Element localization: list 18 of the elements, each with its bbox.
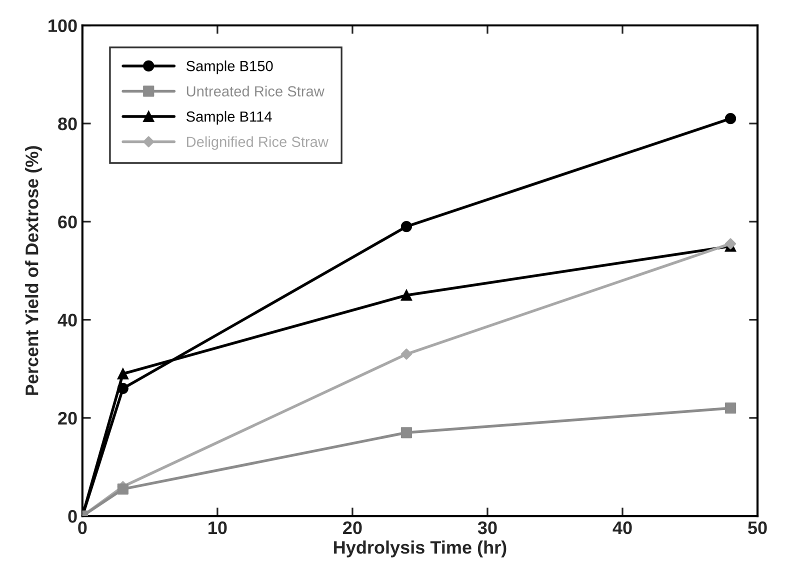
x-tick-label: 0 bbox=[78, 521, 87, 534]
x-tick-label: 40 bbox=[612, 521, 632, 534]
y-tick-label: 60 bbox=[58, 216, 77, 228]
x-axis-title: Hydrolysis Time (hr) bbox=[334, 540, 506, 558]
legend-label: Untreated Rice Straw bbox=[186, 86, 324, 96]
y-tick-label: 40 bbox=[58, 314, 77, 327]
x-tick-label: 30 bbox=[478, 521, 497, 534]
y-tick-label: 20 bbox=[58, 412, 77, 425]
x-tick-label: 20 bbox=[343, 521, 362, 534]
y-tick-label: 80 bbox=[58, 117, 77, 130]
y-tick-label: 0 bbox=[68, 510, 77, 523]
legend-label: Delignified Rice Straw bbox=[187, 136, 328, 150]
y-tick-label: 100 bbox=[48, 19, 77, 32]
legend-label: Sample B150 bbox=[186, 60, 273, 74]
x-tick-label: 10 bbox=[208, 521, 227, 534]
x-tick-label: 50 bbox=[748, 521, 767, 534]
y-axis-title: Percent Yield of Dextrose (%) bbox=[25, 146, 42, 395]
legend-label: Sample B114 bbox=[186, 111, 272, 125]
